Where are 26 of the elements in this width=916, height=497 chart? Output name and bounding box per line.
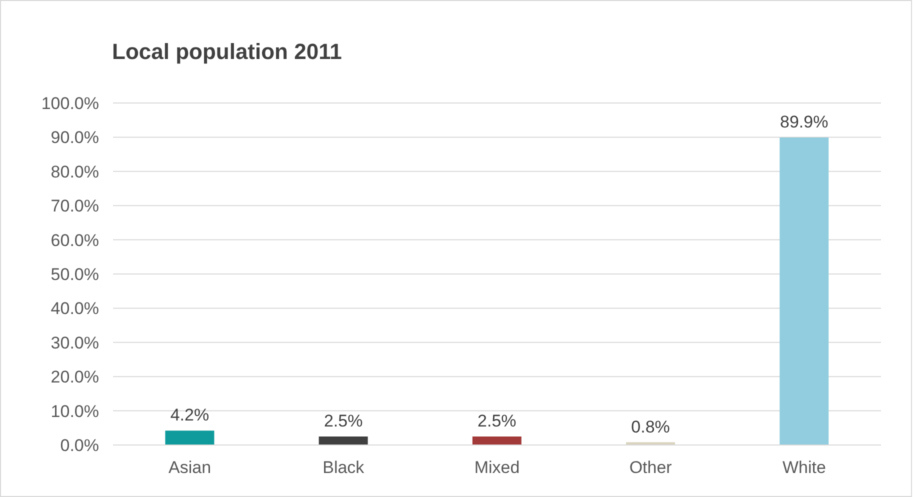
bar [472, 436, 522, 445]
y-tick-label: 10.0% [50, 402, 99, 421]
chart-title: Local population 2011 [112, 39, 342, 65]
y-tick-label: 80.0% [50, 162, 99, 182]
data-label: 0.8% [631, 417, 670, 436]
y-tick-label: 70.0% [50, 196, 99, 216]
data-label: 2.5% [478, 411, 516, 430]
y-tick-label: 0.0% [60, 436, 99, 456]
data-label: 89.9% [780, 112, 828, 132]
y-tick-label: 60.0% [50, 230, 99, 250]
bar [318, 436, 368, 445]
x-tick-label: Asian [168, 458, 212, 478]
y-tick-label: 30.0% [50, 333, 99, 352]
y-tick-label: 100.0% [41, 94, 99, 114]
y-tick-label: 20.0% [50, 368, 99, 387]
y-tick-label: 90.0% [50, 128, 99, 148]
x-tick-label: Black [322, 458, 365, 478]
x-tick-label: White [782, 458, 826, 478]
data-label: 4.2% [170, 406, 210, 425]
x-tick-label: Other [629, 458, 672, 478]
x-tick-label: Mixed [474, 458, 520, 478]
y-tick-label: 50.0% [50, 265, 99, 284]
bar [780, 138, 829, 445]
bar [165, 430, 214, 445]
data-label: 2.5% [324, 411, 363, 430]
y-tick-label: 40.0% [50, 299, 99, 318]
